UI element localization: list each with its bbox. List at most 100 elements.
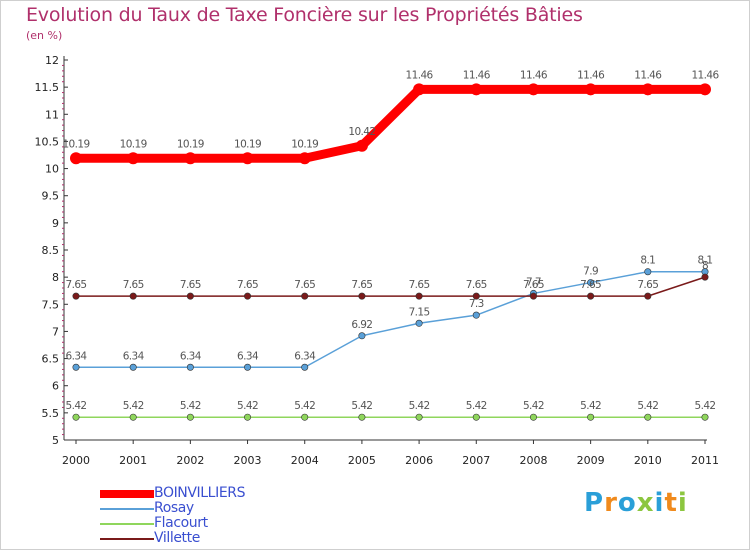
y-tick-label: 9.5 [42,190,60,203]
data-point [129,363,137,371]
brand-logo: Proxiti [584,488,688,518]
data-point [472,311,480,319]
x-tick-label: 2010 [634,454,662,467]
data-point [301,292,309,300]
data-label: 10.19 [62,138,89,150]
data-point [127,152,140,165]
data-label: 7.65 [351,279,372,291]
y-tick-label: 8.5 [42,244,60,257]
legend-swatch [100,508,154,510]
data-point [186,363,194,371]
y-tick-label: 11.5 [35,81,60,94]
data-label: 10.19 [234,138,261,150]
data-label: 7.65 [180,279,201,291]
data-point [644,268,652,276]
data-label: 7.7 [526,276,541,288]
data-label: 10.19 [291,138,318,150]
y-tick-label: 7.5 [42,298,60,311]
data-labels: 10.19 10.19 10.19 10.19 10.19 10.42 11.46 11.46… [62,69,720,412]
data-point [472,292,480,300]
data-point [529,292,537,300]
data-label: 7.65 [637,279,658,291]
data-point [355,139,368,152]
brand-letter: o [617,488,637,518]
x-tick-label: 2008 [519,454,547,467]
legend-swatch [100,490,154,498]
x-tick-label: 2011 [691,454,719,467]
series-line [75,276,706,297]
data-label: 7.65 [523,279,544,291]
data-label: 5.42 [466,400,487,412]
legend-label: Flacourt [154,515,208,531]
y-tick-label: 11 [45,108,59,121]
data-label: 7.65 [466,279,487,291]
legend-swatch [100,523,154,525]
data-point [587,413,595,421]
brand-letter: x [636,488,655,518]
data-point [184,152,197,165]
data-label: 5.42 [66,400,87,412]
y-tick-label: 6.5 [42,353,60,366]
series-line [75,270,706,369]
data-label: 6.34 [123,350,145,362]
data-label: 10.19 [120,138,147,150]
data-label: 6.34 [66,350,88,362]
x-tick-label: 2005 [348,454,376,467]
x-tick-label: 2000 [62,454,90,467]
brand-letter: i [677,488,688,518]
y-tick-label: 10 [45,163,59,176]
x-tick-label: 2003 [234,454,262,467]
data-point [186,292,194,300]
data-point [129,413,137,421]
data-point [584,83,597,96]
y-tick-label: 5 [52,434,59,447]
data-point [241,152,254,165]
x-tick-label: 2001 [119,454,147,467]
data-point [701,413,709,421]
y-tick-label: 8 [52,271,59,284]
data-label: 6.34 [294,350,316,362]
x-tick-label: 2007 [462,454,490,467]
x-tick-label: 2004 [291,454,319,467]
legend-label: BOINVILLIERS [154,485,246,501]
data-label: 5.42 [237,400,258,412]
data-label: 7.65 [237,279,258,291]
data-label: 7.9 [583,266,598,278]
data-point [358,292,366,300]
data-label: 6.92 [351,319,372,331]
chart-unit: (en %) [26,29,63,42]
data-label: 10.19 [177,138,204,150]
data-point [72,363,80,371]
data-label: 7.65 [580,279,601,291]
data-point [72,292,80,300]
legend-label: Villette [154,530,200,546]
data-label: 5.42 [580,400,601,412]
data-label: 8.1 [640,255,655,267]
data-point [415,292,423,300]
data-label: 7.65 [123,279,144,291]
data-label: 10.42 [348,126,375,138]
data-point [244,413,252,421]
y-tick-label: 12 [45,54,59,67]
data-point [358,413,366,421]
data-label: 11.46 [634,69,662,81]
data-label: 11.46 [520,69,548,81]
data-point [129,292,137,300]
data-point [70,152,82,165]
data-label: 5.42 [695,400,716,412]
data-point [699,83,711,96]
data-point [527,83,540,96]
data-point [644,292,652,300]
data-label: 5.42 [180,400,201,412]
x-tick-label: 2006 [405,454,433,467]
x-tick-label: 2002 [176,454,204,467]
data-point [298,152,311,165]
data-point [301,363,309,371]
data-label: 5.42 [637,400,658,412]
data-label: 7.65 [409,279,430,291]
series-line [71,84,710,163]
data-point [587,279,595,287]
data-label: 6.34 [180,350,202,362]
data-point [529,413,537,421]
